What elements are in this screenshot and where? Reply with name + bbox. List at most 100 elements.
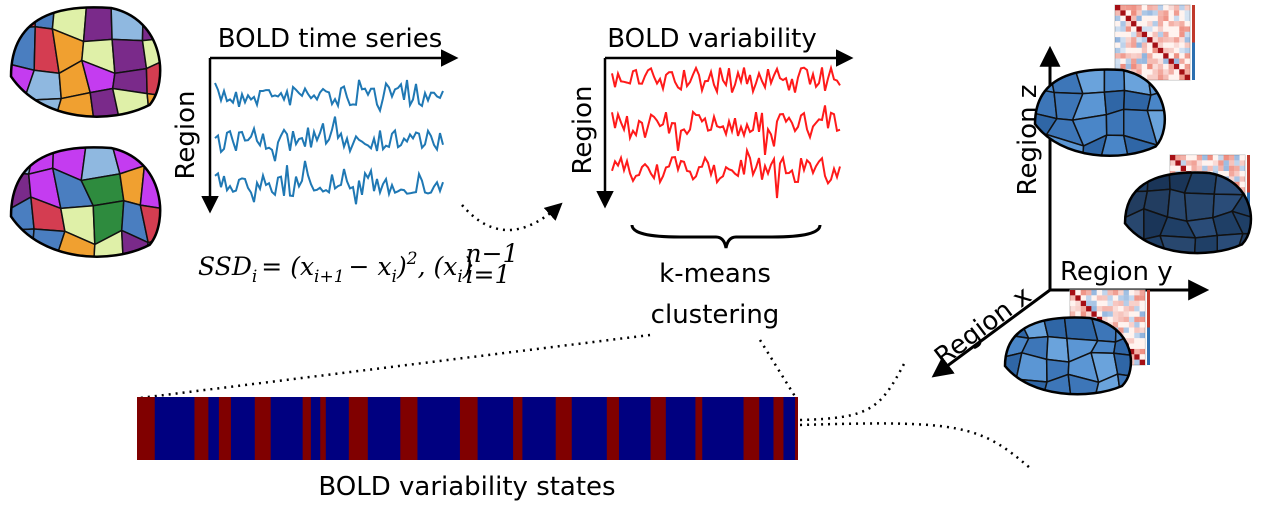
brain-region — [92, 229, 125, 257]
matrix-cell — [1134, 327, 1140, 333]
matrix-cell — [1141, 42, 1148, 48]
matrix-cell — [1120, 15, 1126, 22]
brain-region — [11, 25, 37, 72]
matrix-cell — [1234, 176, 1240, 182]
matrix-cell — [1157, 53, 1164, 59]
matrix-cell — [1163, 74, 1169, 80]
matrix-cell — [1115, 42, 1121, 48]
matrix-cell — [1141, 58, 1148, 64]
time-series-title: BOLD time series — [218, 24, 443, 54]
matrix-cell — [1212, 155, 1219, 161]
matrix-cell — [1134, 306, 1140, 312]
formula-sup: n−1 — [466, 239, 519, 268]
matrix-cell — [1086, 311, 1092, 317]
matrix-cell — [1125, 53, 1132, 59]
matrix-cell — [1091, 306, 1097, 312]
matrix-cell — [1147, 26, 1153, 32]
variability-title: BOLD variability — [607, 24, 817, 54]
matrix-cell — [1080, 290, 1087, 296]
matrix-cell — [1157, 37, 1164, 43]
signal-line — [611, 146, 841, 199]
matrix-cell — [1218, 171, 1224, 177]
matrix-cell — [1091, 300, 1097, 307]
state-stripe — [606, 397, 619, 460]
matrix-cell — [1191, 155, 1197, 161]
matrix-cell — [1179, 74, 1185, 80]
matrix-cell — [1107, 295, 1113, 301]
matrix-cell — [1152, 69, 1158, 75]
matrix-cell — [1115, 63, 1121, 70]
signal-line — [611, 105, 841, 156]
matrix-cell — [1118, 311, 1124, 317]
matrix-cell — [1147, 15, 1153, 22]
matrix-cell — [1139, 306, 1145, 312]
matrix-cell — [1168, 47, 1174, 54]
matrix-cell — [1128, 348, 1135, 355]
clustering-label: clustering — [651, 300, 780, 330]
matrix-cell — [1091, 295, 1097, 301]
matrix-cell — [1147, 31, 1153, 38]
brain-region — [1040, 373, 1073, 395]
matrix-cell — [1175, 155, 1181, 161]
matrix-cell — [1196, 155, 1203, 161]
matrix-cell — [1207, 165, 1213, 172]
brain-region — [1230, 210, 1251, 235]
matrix-cell — [1157, 42, 1164, 48]
matrix-cell — [1147, 69, 1153, 75]
matrix-cell — [1136, 63, 1142, 70]
matrix-cell — [1115, 31, 1121, 38]
matrix-cell — [1112, 322, 1119, 328]
matrix-cell — [1163, 42, 1169, 48]
matrix-cell — [1139, 327, 1145, 333]
matrix-cell — [1112, 316, 1119, 323]
matrix-cell — [1212, 160, 1219, 166]
matrix-cell — [1141, 63, 1148, 70]
matrix-cell — [1152, 10, 1158, 16]
matrix-cell — [1134, 316, 1140, 323]
matrix-cell — [1179, 42, 1185, 48]
matrix-cell — [1134, 295, 1140, 301]
matrix-cell — [1086, 290, 1092, 296]
matrix-cell — [1179, 31, 1185, 38]
matrix-cell — [1120, 47, 1126, 54]
brain-outline — [1033, 68, 1167, 157]
state-stripe — [743, 397, 760, 460]
matrix-cell — [1136, 47, 1142, 54]
matrix-cell — [1173, 63, 1180, 70]
matrix-cell — [1157, 47, 1164, 54]
matrix-cell — [1128, 295, 1135, 301]
matrix-cell — [1112, 295, 1119, 301]
brain-outline — [9, 146, 162, 258]
matrix-cell — [1141, 47, 1148, 54]
matrix-cell — [1131, 26, 1137, 32]
matrix-cell — [1131, 31, 1137, 38]
matrix-cell — [1123, 295, 1129, 301]
matrix-cell — [1125, 21, 1132, 27]
brain — [11, 7, 161, 117]
matrix-cell — [1218, 160, 1224, 166]
matrix-cell — [1141, 31, 1148, 38]
matrix-cell — [1131, 58, 1137, 64]
matrix-cell — [1141, 74, 1148, 80]
matrix-cell — [1075, 290, 1081, 296]
matrix-cell — [1152, 15, 1158, 22]
matrix-cell — [1123, 300, 1129, 307]
state-stripe — [695, 397, 703, 460]
matrix-cell — [1163, 21, 1169, 27]
matrix-cell — [1184, 15, 1190, 22]
states-label: BOLD variability states — [318, 472, 615, 502]
state-stripe — [320, 397, 326, 460]
matrix-cell — [1115, 26, 1121, 32]
matrix-cell — [1175, 165, 1181, 172]
matrix-cell — [1223, 160, 1229, 166]
matrix-cell — [1173, 53, 1180, 59]
matrix-cell — [1223, 171, 1229, 177]
matrix-cell — [1239, 187, 1245, 193]
matrix-cell — [1115, 10, 1121, 16]
matrix-cell — [1184, 74, 1190, 80]
matrix-cell — [1139, 348, 1145, 355]
brain-region — [1112, 352, 1131, 379]
matrix-cell — [1141, 10, 1148, 16]
matrix-cell — [1202, 160, 1208, 166]
matrix-cell — [1070, 290, 1076, 296]
